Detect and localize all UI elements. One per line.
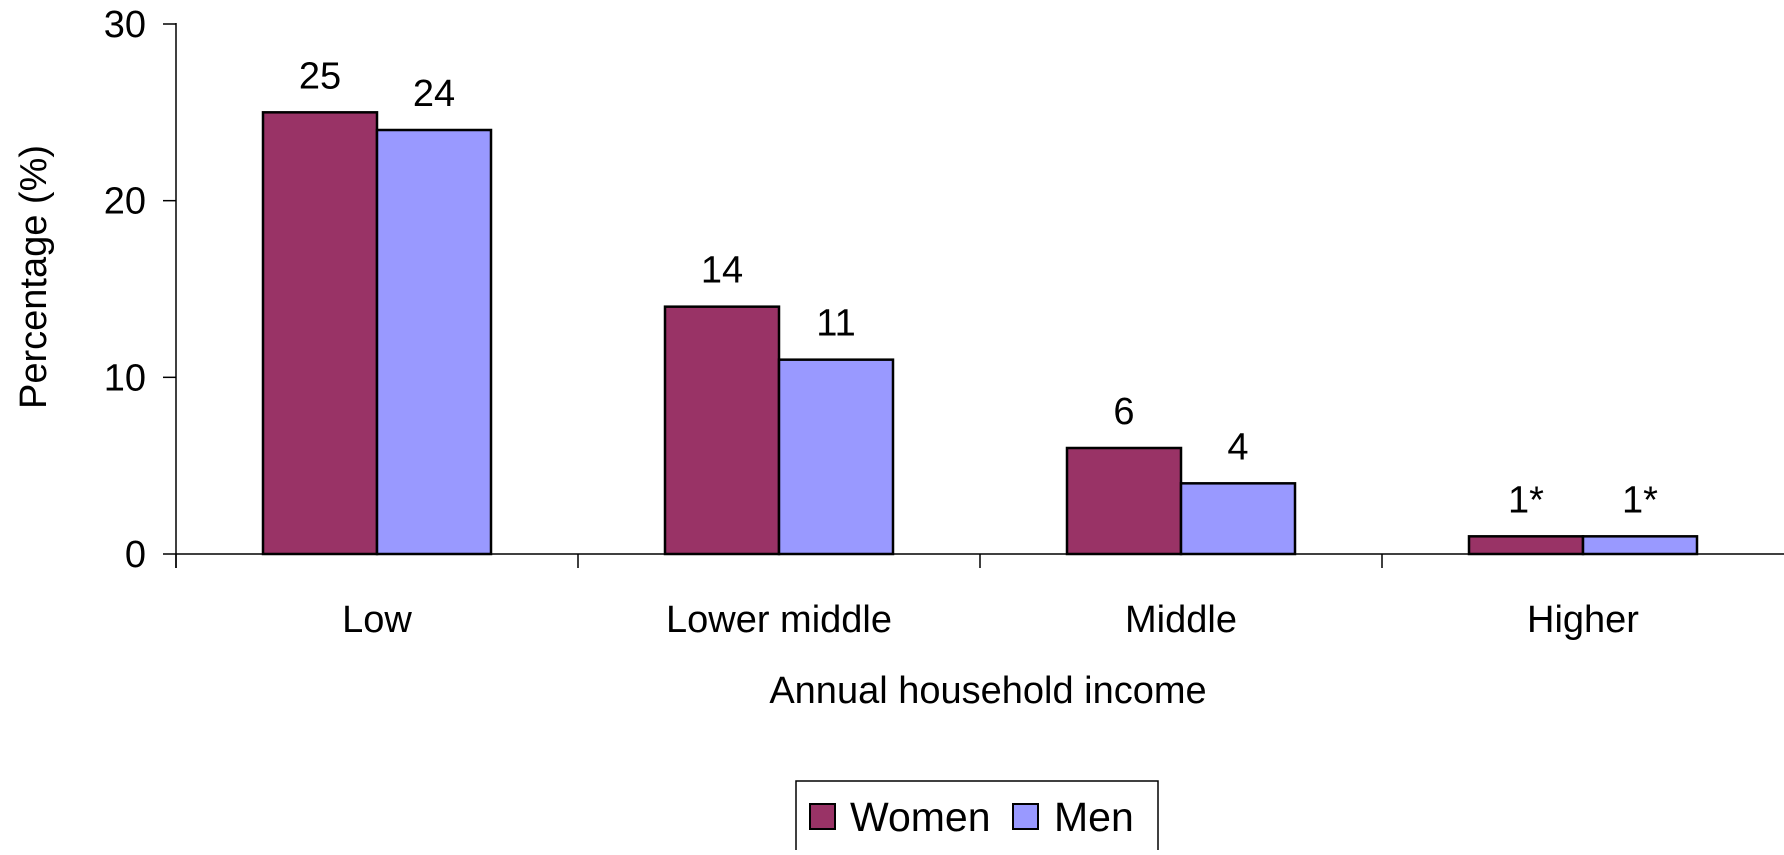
legend-label-men: Men — [1054, 794, 1134, 840]
x-tick-label-middle: Middle — [1125, 599, 1237, 641]
y-tick-label-0: 0 — [125, 534, 146, 576]
x-tick-label-higher: Higher — [1527, 599, 1639, 641]
bar-women-lower-middle — [663, 305, 781, 556]
data-label-men-lower-middle: 11 — [816, 303, 855, 345]
bar-women-middle — [1065, 446, 1183, 556]
bar-women-higher — [1467, 535, 1585, 556]
data-label-women-lower-middle: 14 — [701, 250, 743, 292]
legend-swatch-men — [1012, 803, 1039, 830]
axes-layer — [163, 23, 1784, 568]
bars-layer — [261, 111, 1699, 556]
data-label-men-low: 24 — [413, 73, 455, 115]
y-tick-label-10: 10 — [104, 357, 146, 399]
bar-women-low — [261, 111, 379, 556]
data-label-men-middle: 4 — [1227, 426, 1248, 468]
y-tick-label-20: 20 — [104, 181, 146, 223]
legend-swatch-women — [809, 803, 836, 830]
x-tick-label-low: Low — [342, 599, 412, 641]
bar-men-lower-middle — [777, 358, 895, 556]
data-label-women-higher: 1* — [1508, 479, 1544, 521]
bar-men-middle — [1179, 482, 1297, 556]
data-label-men-higher: 1* — [1622, 479, 1658, 521]
x-tick-label-lower-middle: Lower middle — [666, 599, 892, 641]
legend-label-women: Women — [850, 794, 991, 840]
data-label-women-low: 25 — [299, 55, 341, 97]
bar-men-low — [375, 128, 493, 556]
y-axis-title: Percentage (%) — [13, 145, 55, 409]
x-axis-title: Annual household income — [769, 670, 1206, 712]
bar-men-higher — [1581, 535, 1699, 556]
data-label-women-middle: 6 — [1113, 391, 1134, 433]
labels-layer: 25 24 Low 14 11 Lower middle 6 4 Middle 1* 1* Highe… — [104, 4, 1658, 641]
y-tick-label-30: 30 — [104, 4, 146, 46]
legend: Women Men — [795, 780, 1159, 854]
legend-box — [795, 780, 1159, 854]
